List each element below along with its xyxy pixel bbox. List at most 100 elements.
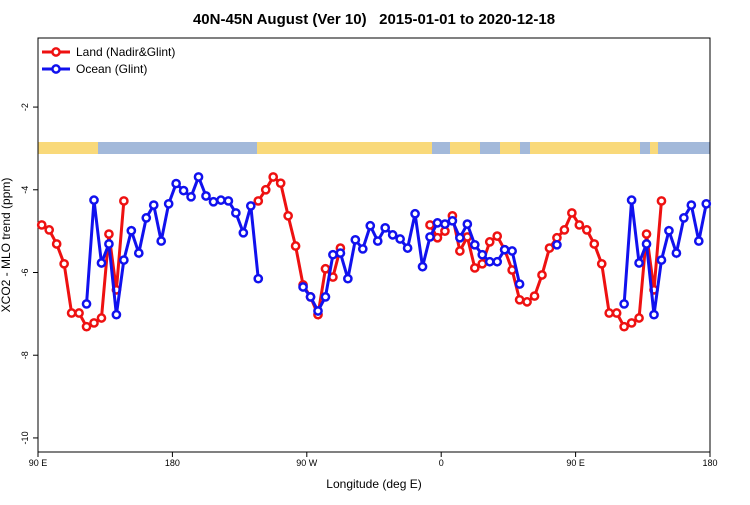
data-point	[693, 236, 704, 246]
data-point	[253, 196, 264, 206]
data-point	[469, 239, 480, 250]
y-axis-label: XCO2 - MLO trend (ppm)	[0, 178, 13, 313]
data-point	[51, 239, 62, 249]
data-point	[171, 178, 181, 189]
data-point	[492, 256, 503, 267]
data-point	[425, 220, 435, 230]
legend-marker	[51, 47, 61, 57]
data-point	[664, 225, 674, 236]
data-point	[462, 219, 473, 229]
data-point	[641, 229, 652, 239]
data-point	[141, 213, 152, 223]
data-point	[626, 318, 637, 328]
data-point	[552, 239, 562, 250]
data-point	[559, 225, 570, 235]
data-point	[89, 195, 99, 205]
data-point	[320, 292, 331, 302]
data-point	[567, 208, 577, 218]
data-point	[313, 306, 323, 316]
data-point	[380, 222, 391, 233]
legend-label: Ocean (Glint)	[76, 62, 147, 76]
data-point	[484, 237, 495, 247]
data-point	[36, 220, 47, 230]
data-point	[537, 270, 547, 280]
data-point	[522, 297, 532, 307]
data-point	[163, 198, 174, 209]
legend-label: Land (Nadir&Glint)	[76, 45, 175, 59]
data-point	[410, 208, 420, 219]
y-tick-label: -10	[20, 431, 30, 444]
data-point	[619, 299, 629, 309]
data-point	[455, 246, 465, 256]
data-point	[320, 263, 331, 274]
data-point	[395, 234, 405, 244]
data-point	[507, 246, 517, 256]
data-point	[499, 244, 510, 255]
data-point	[529, 291, 540, 301]
data-point	[193, 172, 204, 182]
data-point	[119, 255, 129, 265]
x-axis-label: Longitude (deg E)	[326, 477, 421, 491]
data-point	[81, 299, 92, 309]
data-point	[283, 210, 293, 221]
y-tick-label: -6	[20, 268, 30, 276]
data-point	[634, 313, 644, 323]
data-point	[544, 243, 555, 253]
data-point	[671, 248, 682, 258]
data-point	[216, 195, 226, 205]
data-point	[626, 195, 637, 205]
data-point	[290, 241, 301, 251]
data-point	[96, 313, 107, 323]
data-point	[59, 258, 69, 269]
data-point	[126, 225, 137, 236]
land-ocean-strip	[38, 142, 710, 154]
data-point	[701, 198, 712, 209]
x-tick-label: 90 E	[566, 458, 585, 468]
x-tick-label: 90 W	[296, 458, 318, 468]
data-point	[634, 258, 644, 268]
data-point	[245, 201, 256, 211]
data-point	[66, 308, 77, 318]
data-point	[96, 258, 107, 268]
data-point	[574, 220, 585, 230]
x-tick-label: 0	[439, 458, 444, 468]
data-point	[148, 200, 159, 210]
chart-title: 40N-45N August (Ver 10) 2015-01-01 to 20…	[193, 11, 555, 28]
data-point	[514, 294, 525, 305]
data-point	[417, 261, 428, 272]
data-point	[104, 229, 114, 239]
data-point	[484, 256, 495, 267]
data-point	[89, 318, 99, 328]
data-point	[260, 184, 271, 195]
data-point	[231, 208, 241, 218]
series	[81, 172, 712, 320]
data-point	[253, 273, 264, 284]
y-tick-label: -2	[20, 103, 30, 111]
legend-marker	[51, 64, 61, 74]
data-point	[275, 178, 286, 189]
x-tick-label: 180	[702, 458, 717, 468]
data-point	[357, 244, 368, 254]
data-point	[656, 255, 667, 265]
data-point	[81, 321, 92, 332]
data-point	[350, 234, 361, 245]
x-tick-label: 180	[165, 458, 180, 468]
data-point	[119, 196, 129, 206]
data-point	[604, 308, 615, 318]
data-point	[111, 309, 122, 320]
data-point	[514, 279, 525, 289]
data-point	[649, 309, 659, 320]
data-point	[156, 236, 167, 246]
data-point	[268, 172, 279, 182]
data-point	[492, 231, 503, 241]
data-point	[365, 220, 376, 231]
data-point	[656, 196, 667, 206]
data-point	[201, 191, 211, 201]
data-point	[208, 196, 219, 207]
data-point	[581, 225, 592, 235]
data-point	[104, 239, 114, 249]
data-point	[679, 213, 689, 223]
data-point	[74, 308, 84, 318]
data-point	[238, 227, 249, 238]
